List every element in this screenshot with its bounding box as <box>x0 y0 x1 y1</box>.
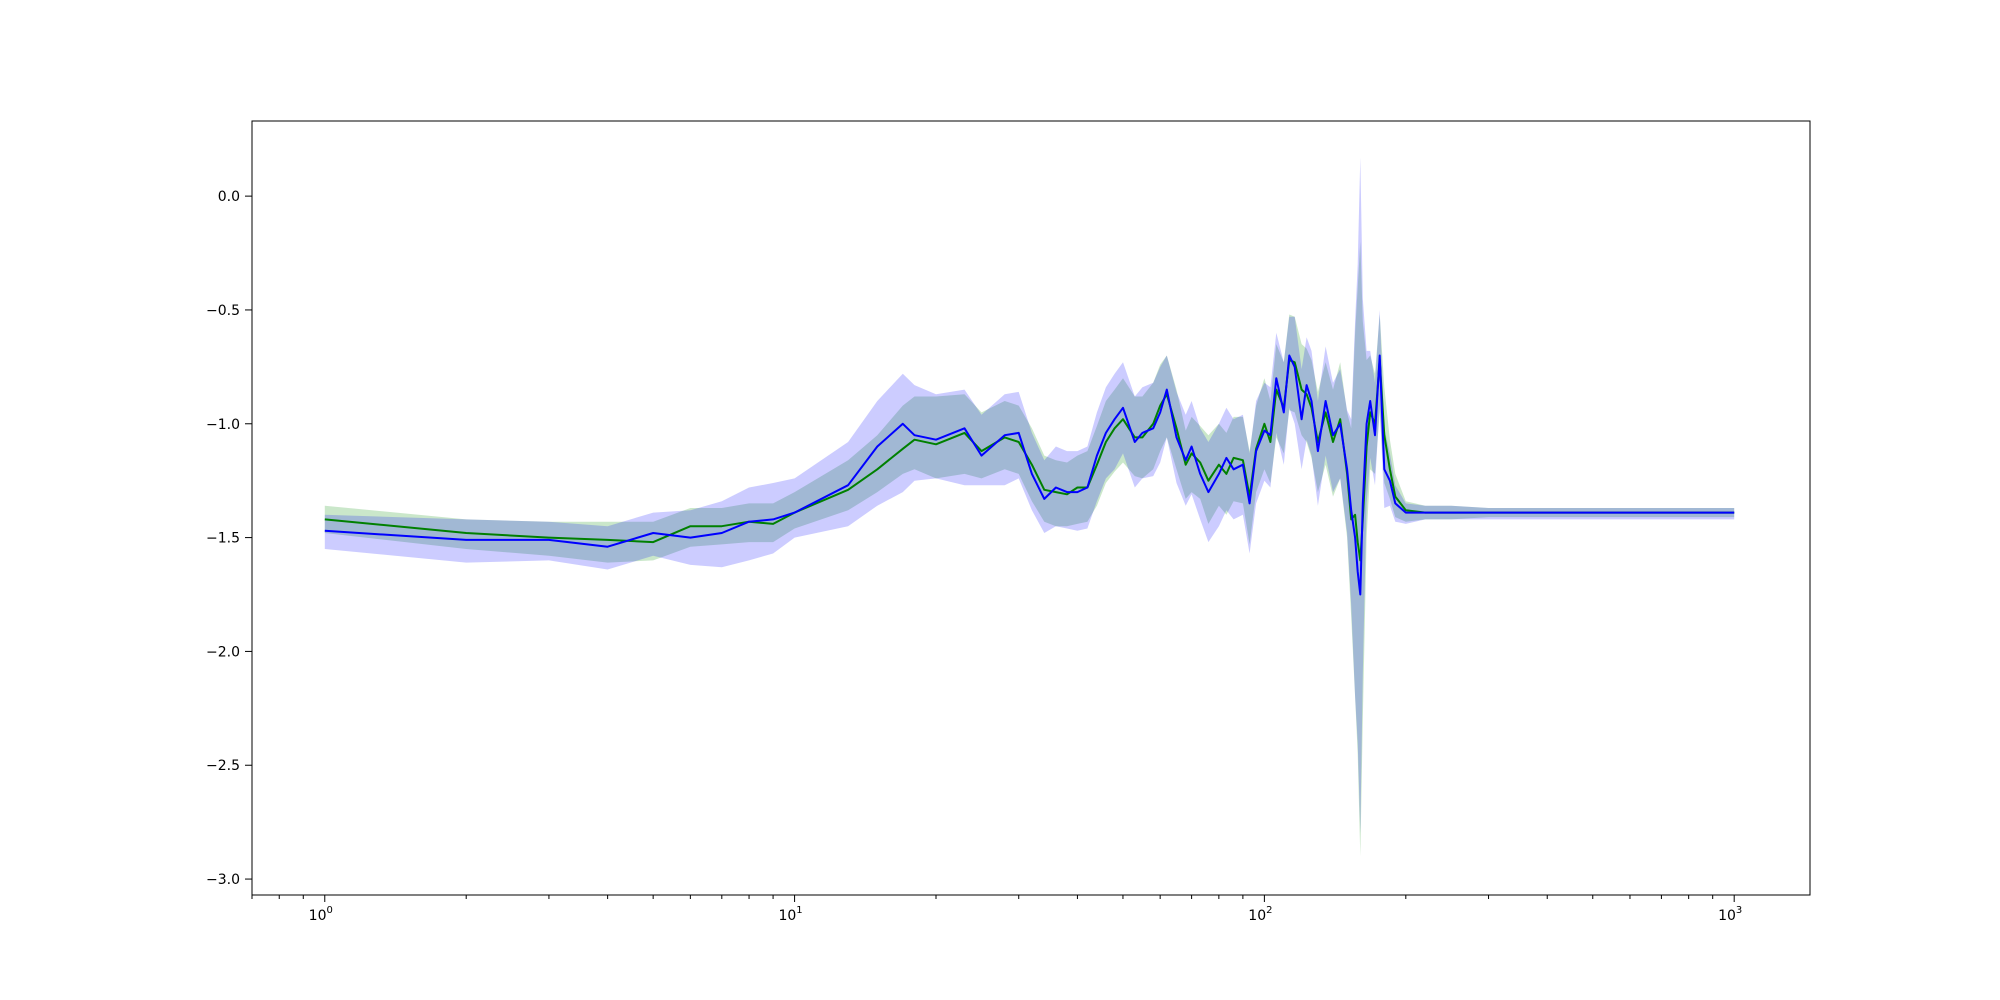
x-tick-label: 103 <box>1718 905 1742 924</box>
x-tick-label: 102 <box>1248 905 1272 924</box>
y-tick-label: 0.0 <box>218 189 240 205</box>
x-tick-label: 101 <box>778 905 802 924</box>
y-tick-label: −1.5 <box>206 531 240 547</box>
y-tick-label: −0.5 <box>206 303 240 319</box>
y-tick-label: −2.0 <box>206 644 240 660</box>
series-2-line <box>324 354 1735 596</box>
series-1-line <box>324 359 1735 562</box>
y-tick-label: −2.5 <box>206 758 240 774</box>
series-lines <box>324 354 1735 596</box>
x-axis: 100 101 102 103 <box>251 895 1742 924</box>
y-tick-label: −1.0 <box>206 417 240 433</box>
y-axis: 0.0 −0.5 −1.0 −1.5 −2.0 −2.5 −3.0 <box>206 189 252 888</box>
series-2-band <box>324 157 1735 834</box>
plot-frame <box>251 120 1811 896</box>
y-tick-label: −3.0 <box>206 872 240 888</box>
x-tick-label: 100 <box>309 905 333 924</box>
